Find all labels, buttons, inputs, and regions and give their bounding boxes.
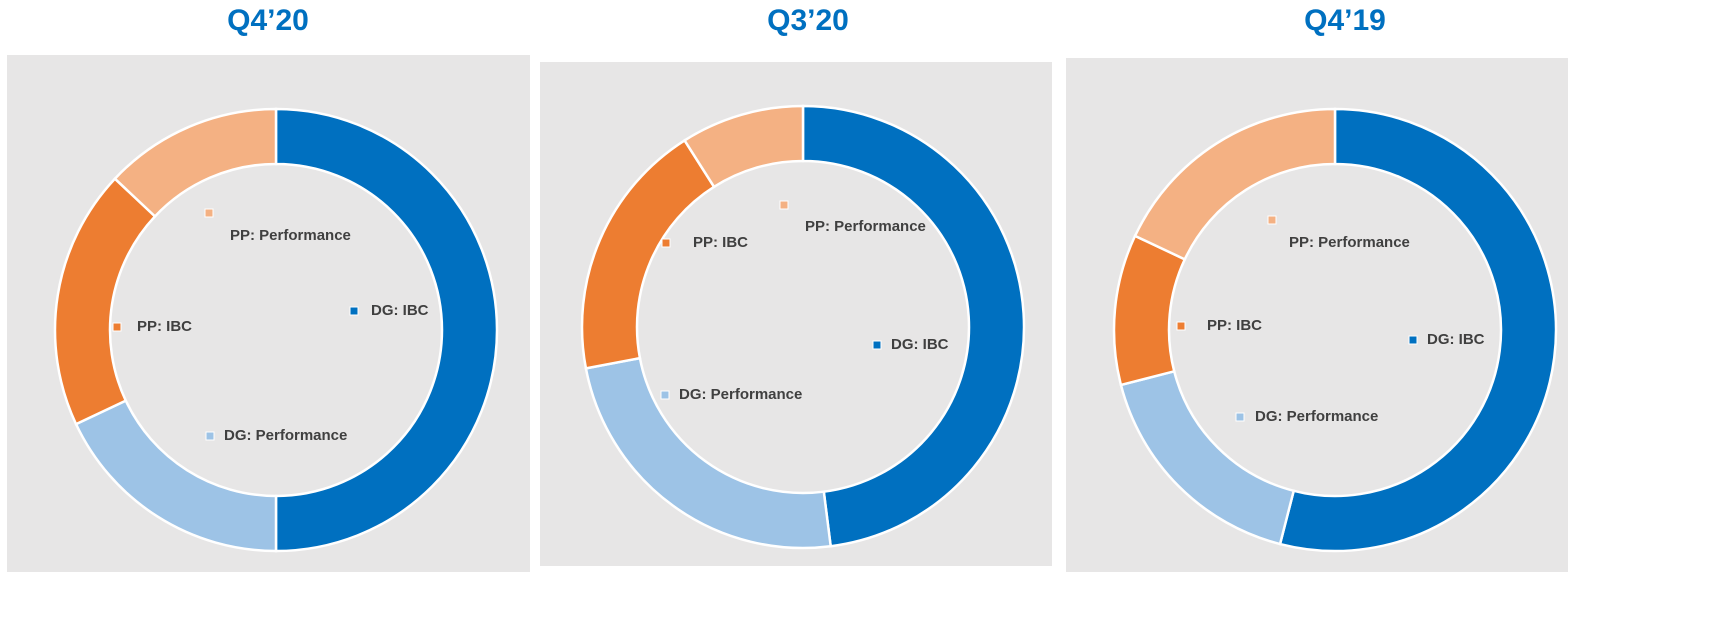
legend-marker (1267, 215, 1277, 225)
legend-marker (1235, 412, 1245, 422)
donut-segment (113, 107, 278, 219)
segment-label: DG: IBC (371, 302, 429, 319)
segment-label: PP: Performance (1289, 234, 1410, 251)
donut-segment (1278, 107, 1558, 553)
legend-marker (112, 322, 122, 332)
segment-label: PP: IBC (1207, 317, 1262, 334)
legend-marker (872, 340, 882, 350)
donut-segment (682, 104, 805, 189)
chart-title: Q3’20 (767, 4, 849, 37)
segment-label: DG: Performance (1255, 408, 1378, 425)
legend-marker (779, 200, 789, 210)
legend-marker (1408, 335, 1418, 345)
segment-label: DG: Performance (224, 427, 347, 444)
legend-marker (204, 208, 214, 218)
segment-label: PP: IBC (693, 234, 748, 251)
legend-marker (1176, 321, 1186, 331)
segment-label: PP: IBC (137, 318, 192, 335)
segment-label: PP: Performance (805, 218, 926, 235)
segment-label: PP: Performance (230, 227, 351, 244)
legend-marker (349, 306, 359, 316)
segment-label: DG: Performance (679, 386, 802, 403)
donut-segment (801, 104, 1026, 548)
legend-marker (661, 238, 671, 248)
donut-segment (1133, 107, 1337, 261)
segment-label: DG: IBC (891, 336, 949, 353)
legend-marker (205, 431, 215, 441)
chart-title: Q4’19 (1304, 4, 1386, 37)
chart-title: Q4’20 (227, 4, 309, 37)
legend-marker (660, 390, 670, 400)
donut-segment (274, 107, 499, 553)
segment-label: DG: IBC (1427, 331, 1485, 348)
